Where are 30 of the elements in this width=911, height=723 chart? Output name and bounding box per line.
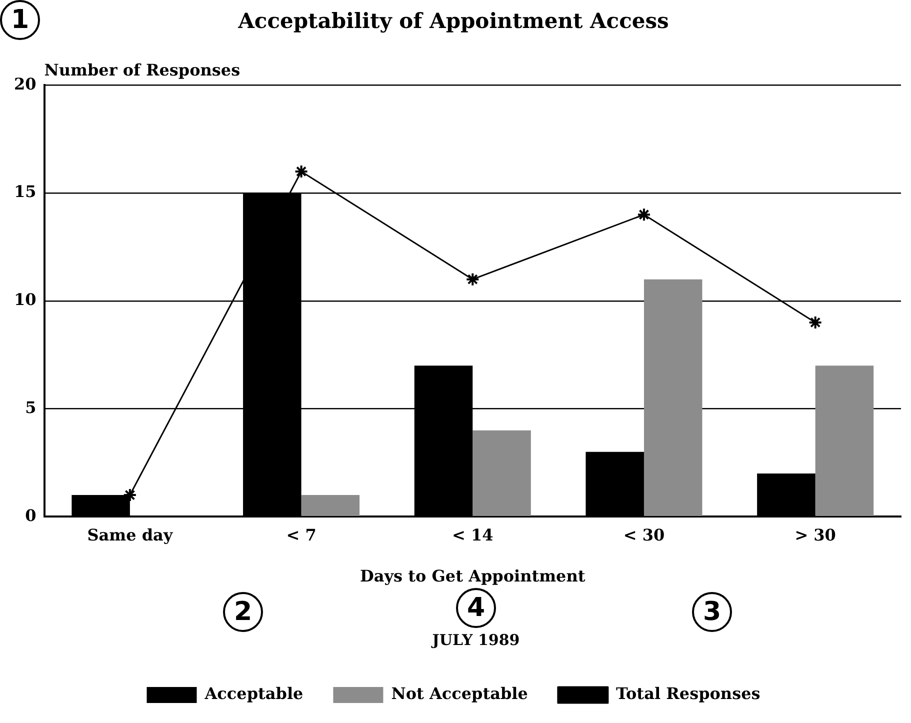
point	[294, 164, 308, 178]
bar	[472, 430, 531, 516]
point	[466, 272, 480, 286]
text: 4	[456, 588, 496, 628]
text: JULY 1989	[432, 631, 520, 649]
x-tick-label: Same day	[87, 525, 174, 544]
text: 2	[223, 592, 263, 632]
bar	[815, 366, 874, 516]
legend-label: Not Acceptable	[391, 684, 528, 704]
legend-label: Total Responses	[616, 684, 760, 704]
y-axis-title: Number of Responses	[44, 60, 240, 80]
bar	[301, 495, 360, 516]
legend-label: Acceptable	[204, 684, 304, 704]
text: 1	[0, 0, 40, 40]
y-tick-label: 20	[14, 74, 36, 94]
x-tick-label: < 30	[623, 525, 665, 544]
y-tick-label: 0	[25, 506, 36, 525]
x-tick-label: < 14	[452, 525, 494, 544]
x-tick-label: > 30	[794, 525, 836, 544]
chart-title: Acceptability of Appointment Access	[237, 8, 669, 34]
y-tick-label: 5	[25, 398, 36, 417]
point	[122, 488, 137, 502]
bar	[644, 279, 702, 516]
point	[636, 208, 651, 222]
point	[808, 315, 822, 330]
text: 3	[692, 592, 732, 632]
x-tick-label: < 7	[286, 525, 316, 544]
x-axis-title: Days to Get Appointment	[360, 566, 586, 586]
y-tick-label: 10	[14, 290, 36, 310]
y-tick-label: 15	[14, 182, 36, 202]
